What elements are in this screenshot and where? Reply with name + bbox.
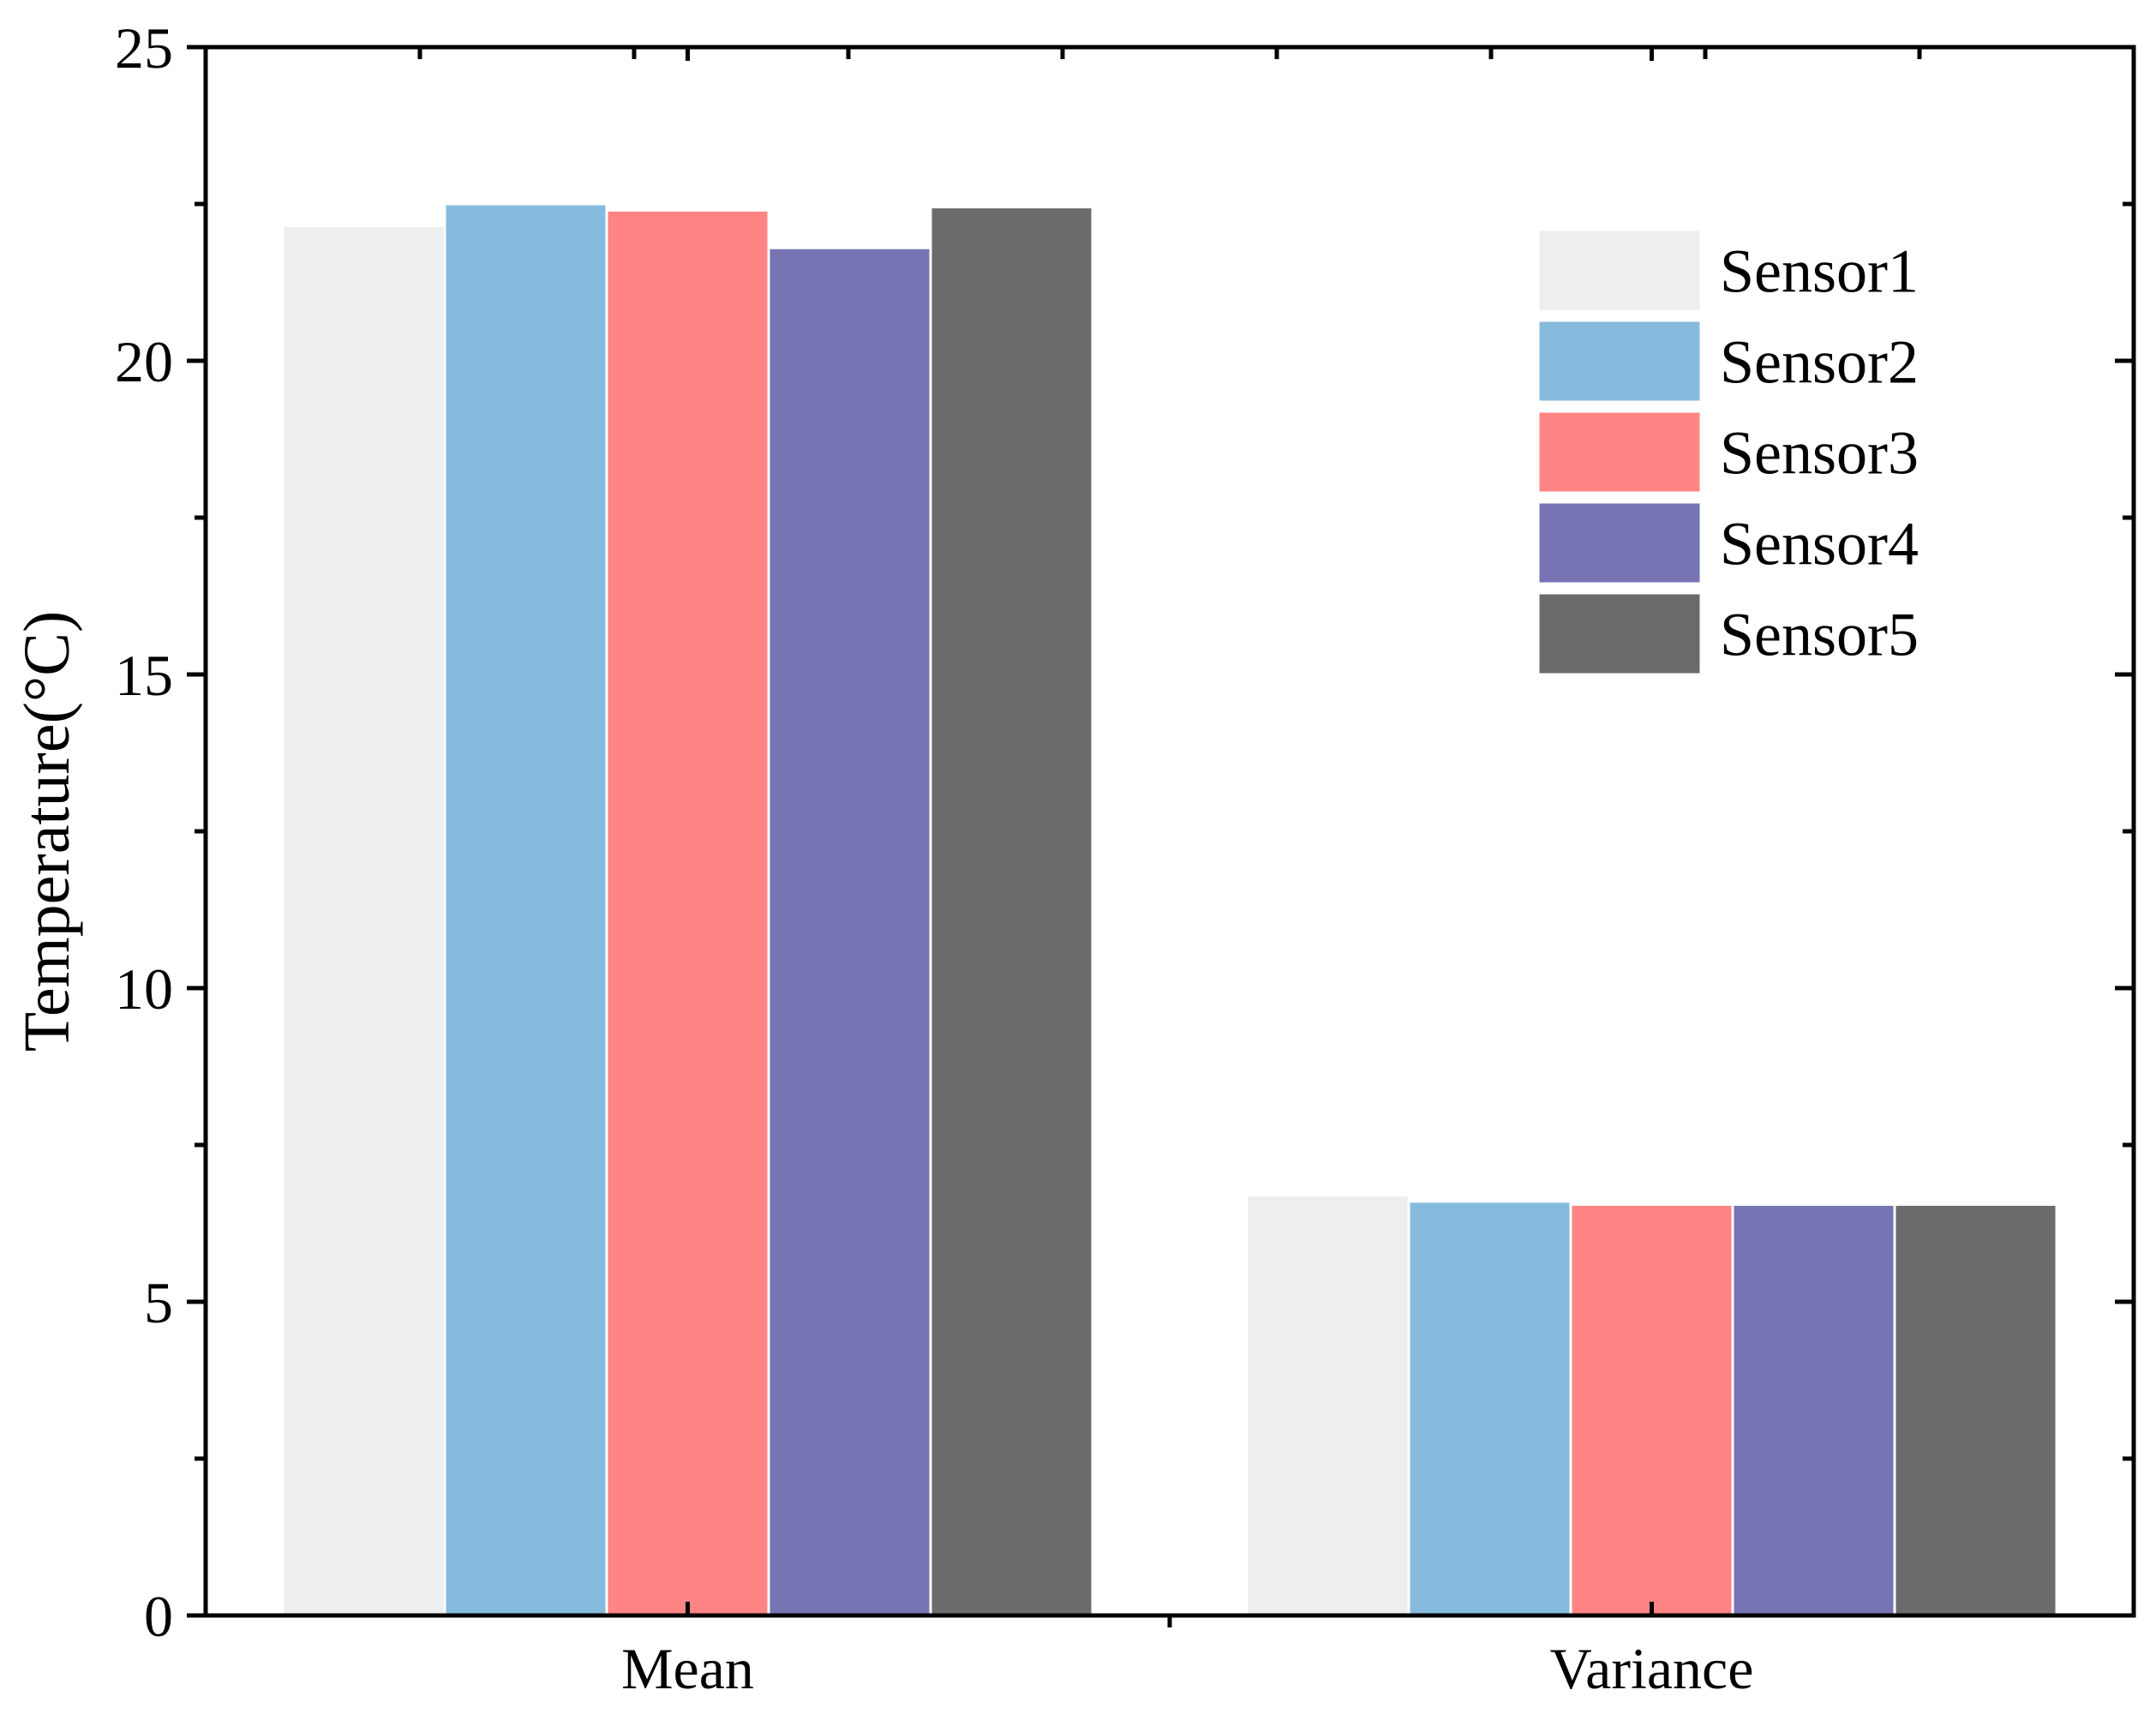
bar-sensor1-mean — [281, 225, 446, 1617]
bar-sensor1-variance — [1245, 1194, 1410, 1617]
y-tick-label: 10 — [115, 956, 173, 1022]
bar-sensor4-variance — [1731, 1203, 1896, 1617]
y-tick-label: 25 — [115, 15, 173, 81]
bar-sensor2-variance — [1407, 1200, 1572, 1617]
legend-swatch-sensor1 — [1536, 228, 1703, 313]
bar-sensor4-mean — [767, 246, 932, 1617]
legend-label-sensor5: Sensor5 — [1720, 601, 1919, 669]
bar-sensor2-mean — [443, 202, 608, 1617]
y-tick-label: 0 — [144, 1584, 173, 1649]
y-tick-label: 5 — [144, 1270, 173, 1335]
legend: Sensor1 Sensor2 Sensor3 Sensor4 Sensor5 — [1536, 228, 1919, 676]
bar-sensor5-mean — [929, 206, 1094, 1617]
bars-layer — [281, 202, 2058, 1617]
legend-swatch-sensor5 — [1536, 591, 1703, 676]
legend-label-sensor3: Sensor3 — [1720, 419, 1919, 488]
legend-label-sensor1: Sensor1 — [1720, 237, 1919, 306]
y-axis-title: Temperature(°C) — [11, 611, 83, 1052]
plot-frame — [203, 45, 2136, 1618]
legend-label-sensor2: Sensor2 — [1720, 328, 1919, 397]
legend-swatch-sensor3 — [1536, 410, 1703, 494]
labels-layer: Mean Variance 0 5 10 15 20 25 — [115, 15, 1753, 1701]
legend-swatch-sensor4 — [1536, 500, 1703, 585]
legend-label-sensor4: Sensor4 — [1720, 510, 1919, 578]
legend-swatch-sensor2 — [1536, 319, 1703, 404]
y-tick-label: 15 — [115, 643, 173, 708]
x-tick-label: Variance — [1550, 1636, 1754, 1701]
bar-sensor3-variance — [1569, 1203, 1734, 1617]
y-tick-label: 20 — [115, 329, 173, 394]
x-tick-label: Mean — [621, 1636, 754, 1701]
bar-sensor5-variance — [1893, 1203, 2058, 1617]
bar-sensor3-mean — [605, 208, 770, 1617]
